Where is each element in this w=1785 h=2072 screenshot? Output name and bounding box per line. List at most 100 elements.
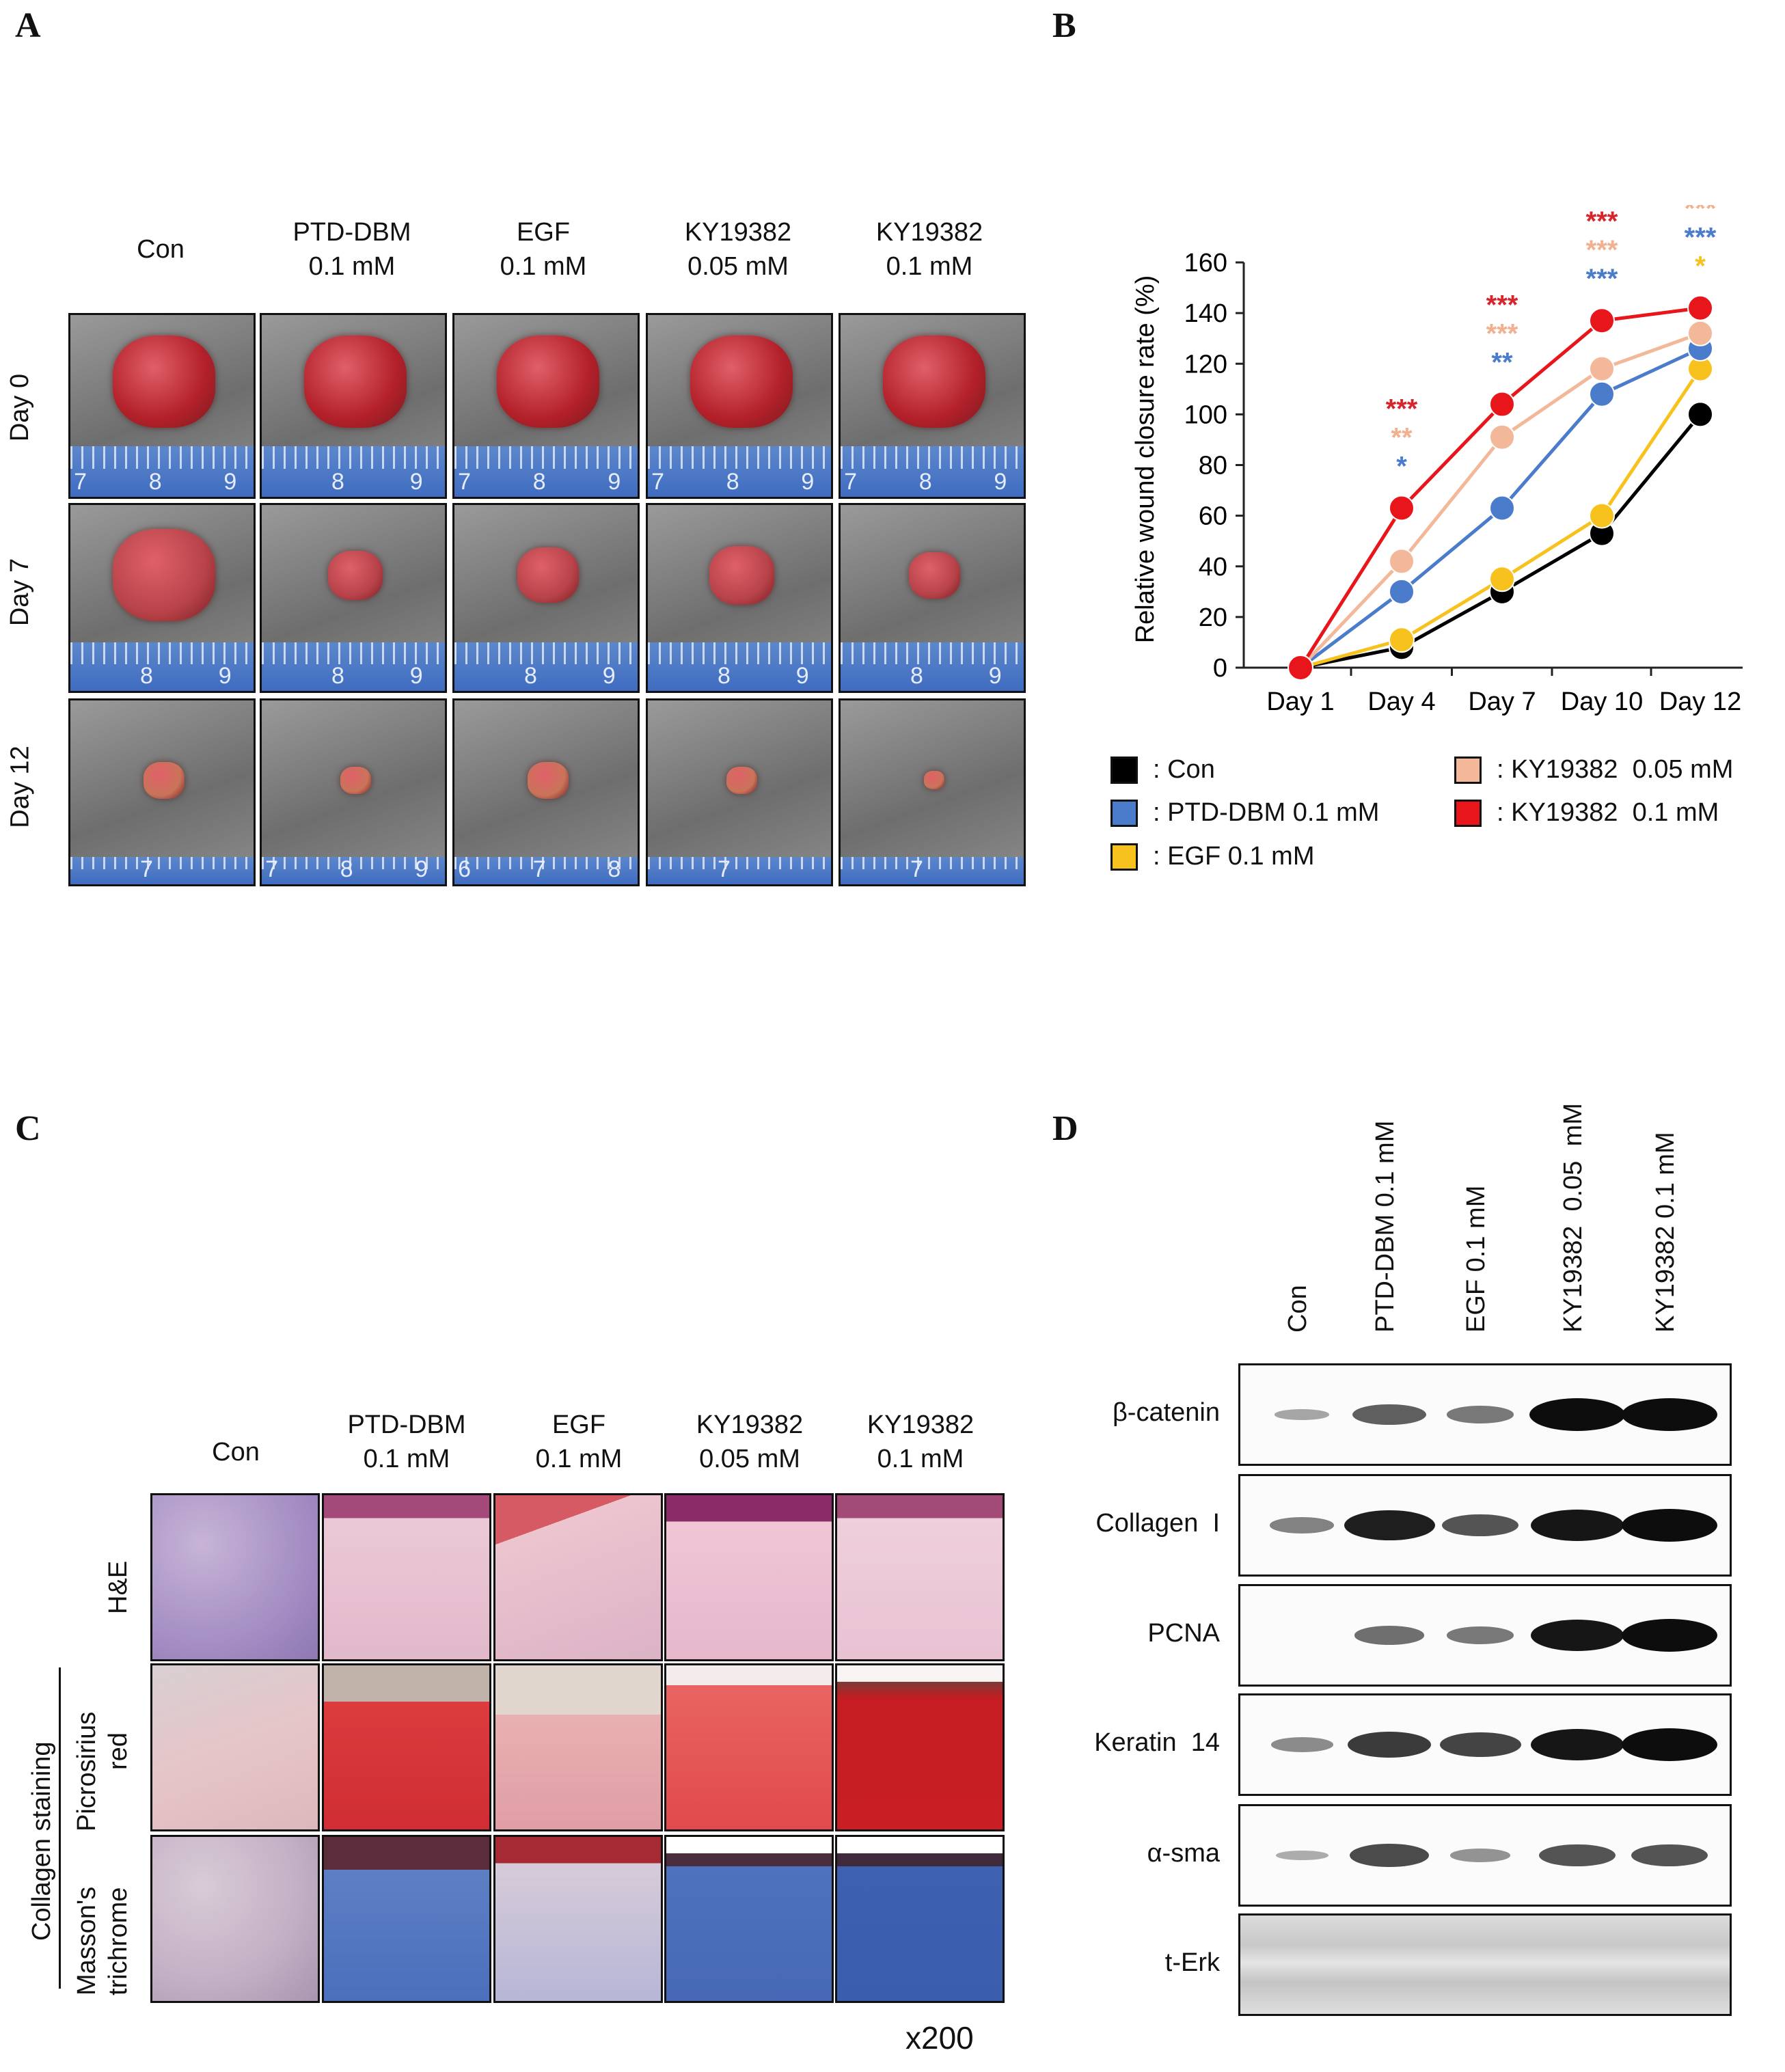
wound-area [328, 550, 383, 600]
ruler: 7 8 9 [70, 446, 254, 497]
significance-mark: * [1396, 452, 1407, 482]
histology-image [835, 1493, 1005, 1661]
data-point [1389, 578, 1415, 605]
protein-label: Keratin 14 [1094, 1728, 1220, 1757]
data-point [1389, 627, 1415, 653]
blot-band [1450, 1849, 1510, 1862]
ruler-number: 9 [988, 663, 1002, 689]
ruler: 7 8 9 [454, 446, 638, 497]
col-label-line2: 0.1 mM [886, 252, 973, 281]
wound-photo: 7 [646, 698, 833, 886]
ruler-number: 9 [218, 663, 232, 689]
ruler-number: 8 [918, 469, 932, 495]
blot-strip [1238, 1693, 1732, 1796]
panel-c-col-label-4: KY19382 0.05 mM [664, 1408, 835, 1476]
col-label-line2: 0.05 mM [699, 1445, 800, 1473]
collagen-bracket-line [59, 1667, 61, 1989]
ruler-number: 7 [718, 856, 731, 882]
ruler-number: 9 [409, 663, 423, 689]
blot-band [1274, 1409, 1330, 1420]
legend-swatch [1110, 799, 1138, 827]
ruler-number: 9 [608, 469, 621, 495]
ruler-ticks [70, 856, 254, 869]
ruler-ticks [648, 642, 831, 665]
ruler-number: 9 [409, 469, 423, 495]
wound-area [144, 761, 185, 799]
ruler-number: 9 [994, 469, 1007, 495]
ruler-number: 7 [265, 856, 279, 882]
wound-area [497, 336, 599, 428]
row-label-picrosirius: Picrosirius [72, 1711, 101, 1831]
protein-label: α-sma [1147, 1839, 1220, 1868]
blot-strip [1238, 1913, 1732, 2016]
y-tick-label: 40 [1199, 553, 1227, 582]
significance-mark: *** [1386, 394, 1418, 424]
legend-swatch [1454, 756, 1482, 784]
x-ticks: Day 1 Day 4 Day 7 Day 10 Day 12 [1266, 668, 1741, 716]
collagen-staining-label: Collagen staining [27, 1741, 56, 1941]
ruler: 7 8 9 [648, 446, 831, 497]
wound-area [690, 336, 793, 428]
histology-image [322, 1493, 491, 1661]
ruler: 7 8 9 [262, 856, 445, 884]
col-label-line1: Con [137, 235, 185, 264]
wound-closure-chart: Relative wound closure rate (%) 0 20 40 60 8… [1131, 205, 1743, 716]
data-point [1389, 548, 1415, 575]
histology-image [150, 1493, 320, 1661]
data-point [1287, 655, 1313, 681]
blot-band [1447, 1406, 1514, 1423]
significance-mark: * [1695, 251, 1706, 282]
panel-c-col-label-2: PTD-DBM 0.1 mM [321, 1408, 492, 1476]
ruler-ticks [262, 446, 445, 469]
ruler-number: 7 [844, 469, 858, 495]
blot-band [1352, 1404, 1427, 1426]
y-tick-label: 100 [1184, 400, 1227, 429]
legend-swatch [1110, 843, 1138, 871]
ruler-number: 9 [223, 469, 237, 495]
ruler-number: 8 [718, 663, 731, 689]
wound-area [883, 336, 985, 428]
significance-mark: *** [1586, 235, 1618, 265]
panel-c-col-label-5: KY19382 0.1 mM [835, 1408, 1006, 1476]
x-tick-label: Day 1 [1266, 687, 1334, 716]
blot-strip [1238, 1804, 1732, 1907]
ruler: 7 8 9 [841, 446, 1024, 497]
blot-strip [1238, 1584, 1732, 1687]
blot-band [1622, 1728, 1717, 1761]
wound-area [304, 336, 407, 428]
panel-a-col-label-3: EGF 0.1 mM [451, 215, 636, 284]
wound-area [517, 547, 579, 603]
x-tick-label: Day 12 [1659, 687, 1741, 716]
wound-photo: 7 8 9 [646, 313, 833, 499]
wound-photo: 7 8 9 [839, 313, 1026, 499]
row-label-trichrome: trichrome [104, 1887, 133, 1995]
histology-image [835, 1835, 1005, 2003]
wound-area [113, 336, 215, 428]
data-point [1489, 566, 1515, 592]
histology-image [150, 1663, 320, 1831]
lane-label: EGF 0.1 mM [1462, 1185, 1490, 1333]
blot-strip [1238, 1474, 1732, 1577]
col-label-line1: EGF [551, 1410, 606, 1439]
lane-label: KY19382 0.1 mM [1651, 1132, 1680, 1333]
blot-band [1622, 1398, 1717, 1431]
ruler-ticks [454, 642, 638, 665]
col-label-line1: PTD-DBM [292, 218, 411, 247]
row-label-massons: Masson's [72, 1886, 101, 1995]
blot-band [1439, 1732, 1521, 1758]
data-point [1589, 355, 1615, 382]
x-tick-label: Day 4 [1367, 687, 1435, 716]
ruler: 7 [648, 856, 831, 884]
blot-band [1631, 1844, 1708, 1867]
wound-photo: 7 8 9 [452, 313, 640, 499]
ruler-ticks [262, 642, 445, 665]
ruler-ticks [262, 856, 445, 869]
ruler-ticks [70, 642, 254, 665]
histology-image [664, 1663, 834, 1831]
wound-area [709, 546, 774, 605]
